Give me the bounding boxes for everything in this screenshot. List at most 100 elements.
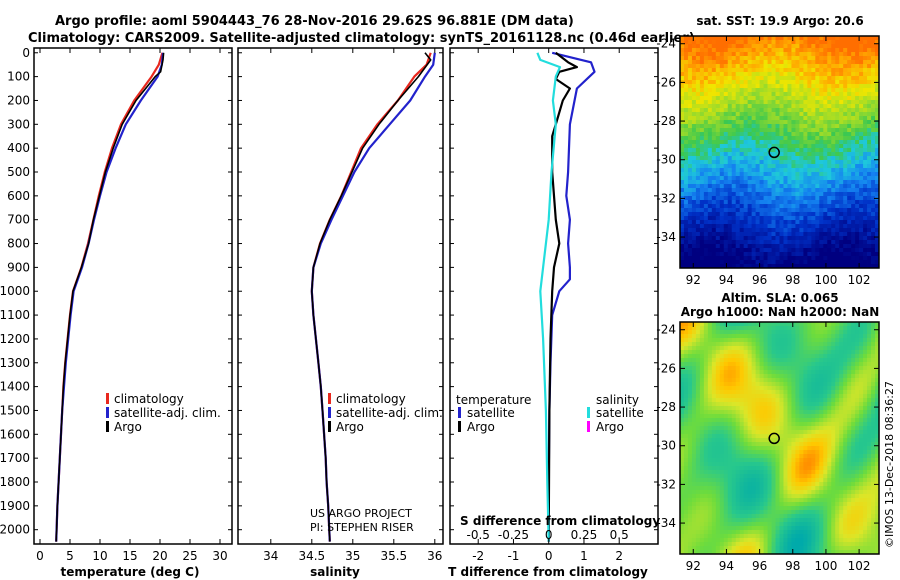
map-cell xyxy=(851,390,856,395)
map-cell xyxy=(783,256,788,261)
map-cell xyxy=(843,88,848,93)
map-cell xyxy=(851,152,856,157)
map-cell xyxy=(731,446,737,451)
map-cell xyxy=(875,438,880,443)
map-cell xyxy=(731,168,737,173)
map-cell xyxy=(739,390,745,395)
map-cell xyxy=(683,342,689,347)
map-cell xyxy=(727,128,733,133)
x-tick-label: 1 xyxy=(580,549,588,563)
map-cell xyxy=(699,394,705,399)
map-cell xyxy=(719,216,725,221)
map-cell xyxy=(863,334,868,339)
map-cell xyxy=(839,100,844,105)
map-cell xyxy=(795,342,800,347)
map-cell xyxy=(723,148,729,153)
map-cell xyxy=(771,160,776,165)
map-cell xyxy=(835,88,840,93)
map-cell xyxy=(799,358,804,363)
map-cell xyxy=(763,256,768,261)
map-cell xyxy=(695,76,701,81)
map-cell xyxy=(823,72,828,77)
map-cell xyxy=(843,160,848,165)
map-cell xyxy=(795,398,800,403)
map-cell xyxy=(711,248,717,253)
map-cell xyxy=(847,410,852,415)
map-cell xyxy=(767,458,772,463)
map-cell xyxy=(695,144,701,149)
map-cell xyxy=(831,358,836,363)
map-cell xyxy=(795,458,800,463)
map-cell xyxy=(767,374,772,379)
map-cell xyxy=(867,358,872,363)
map-cell xyxy=(823,64,828,69)
map-cell xyxy=(827,64,832,69)
map-cell xyxy=(851,430,856,435)
map-cell xyxy=(851,220,856,225)
map-cell xyxy=(851,342,856,347)
map-cell xyxy=(827,330,832,335)
map-cell xyxy=(875,136,880,141)
map-cell xyxy=(743,370,749,375)
map-cell xyxy=(811,196,816,201)
map-cell xyxy=(771,366,776,371)
map-cell xyxy=(871,236,876,241)
map-cell xyxy=(691,80,697,85)
map-cell xyxy=(807,406,812,411)
map-cell xyxy=(707,120,713,125)
map-cell xyxy=(827,88,832,93)
map-cell xyxy=(815,378,820,383)
map-cell xyxy=(855,104,860,109)
map-cell xyxy=(739,88,745,93)
map-cell xyxy=(751,216,757,221)
map-cell xyxy=(711,402,717,407)
map-cell xyxy=(763,422,768,427)
map-cell xyxy=(843,180,848,185)
map-cell xyxy=(719,88,725,93)
map-cell xyxy=(763,442,768,447)
map-cell xyxy=(703,374,709,379)
map-cell xyxy=(827,350,832,355)
map-cell xyxy=(819,216,824,221)
map-cell xyxy=(803,326,808,331)
map-cell xyxy=(743,390,749,395)
map-cell xyxy=(687,354,693,359)
map-cell xyxy=(699,338,705,343)
map-cell xyxy=(811,76,816,81)
map-cell xyxy=(703,140,709,145)
map-cell xyxy=(711,48,717,53)
map-cell xyxy=(771,414,776,419)
map-cell xyxy=(783,192,788,197)
map-cell xyxy=(695,136,701,141)
map-cell xyxy=(775,72,780,77)
map-cell xyxy=(711,240,717,245)
map-cell xyxy=(831,156,836,161)
map-cell xyxy=(835,140,840,145)
map-cell xyxy=(871,426,876,431)
map-cell xyxy=(839,264,844,269)
map-cell xyxy=(783,64,788,69)
map-cell xyxy=(707,248,713,253)
map-cell xyxy=(680,426,685,431)
map-cell xyxy=(847,124,852,129)
map-cell xyxy=(811,48,816,53)
map-cell xyxy=(847,430,852,435)
map-cell xyxy=(811,410,816,415)
map-cell xyxy=(699,252,705,257)
map-cell xyxy=(803,220,808,225)
map-cell xyxy=(747,200,753,205)
map-cell xyxy=(723,434,729,439)
map-cell xyxy=(739,244,745,249)
map-cell xyxy=(863,68,868,73)
map-cell xyxy=(707,446,713,451)
map-cell xyxy=(875,346,880,351)
map-cell xyxy=(703,68,709,73)
map-cell xyxy=(859,422,864,427)
map-cell xyxy=(747,40,753,45)
map-cell xyxy=(783,160,788,165)
map-cell xyxy=(715,52,721,57)
map-cell xyxy=(795,40,800,45)
map-cell xyxy=(835,104,840,109)
map-cell xyxy=(811,390,816,395)
map-cell xyxy=(799,252,804,257)
